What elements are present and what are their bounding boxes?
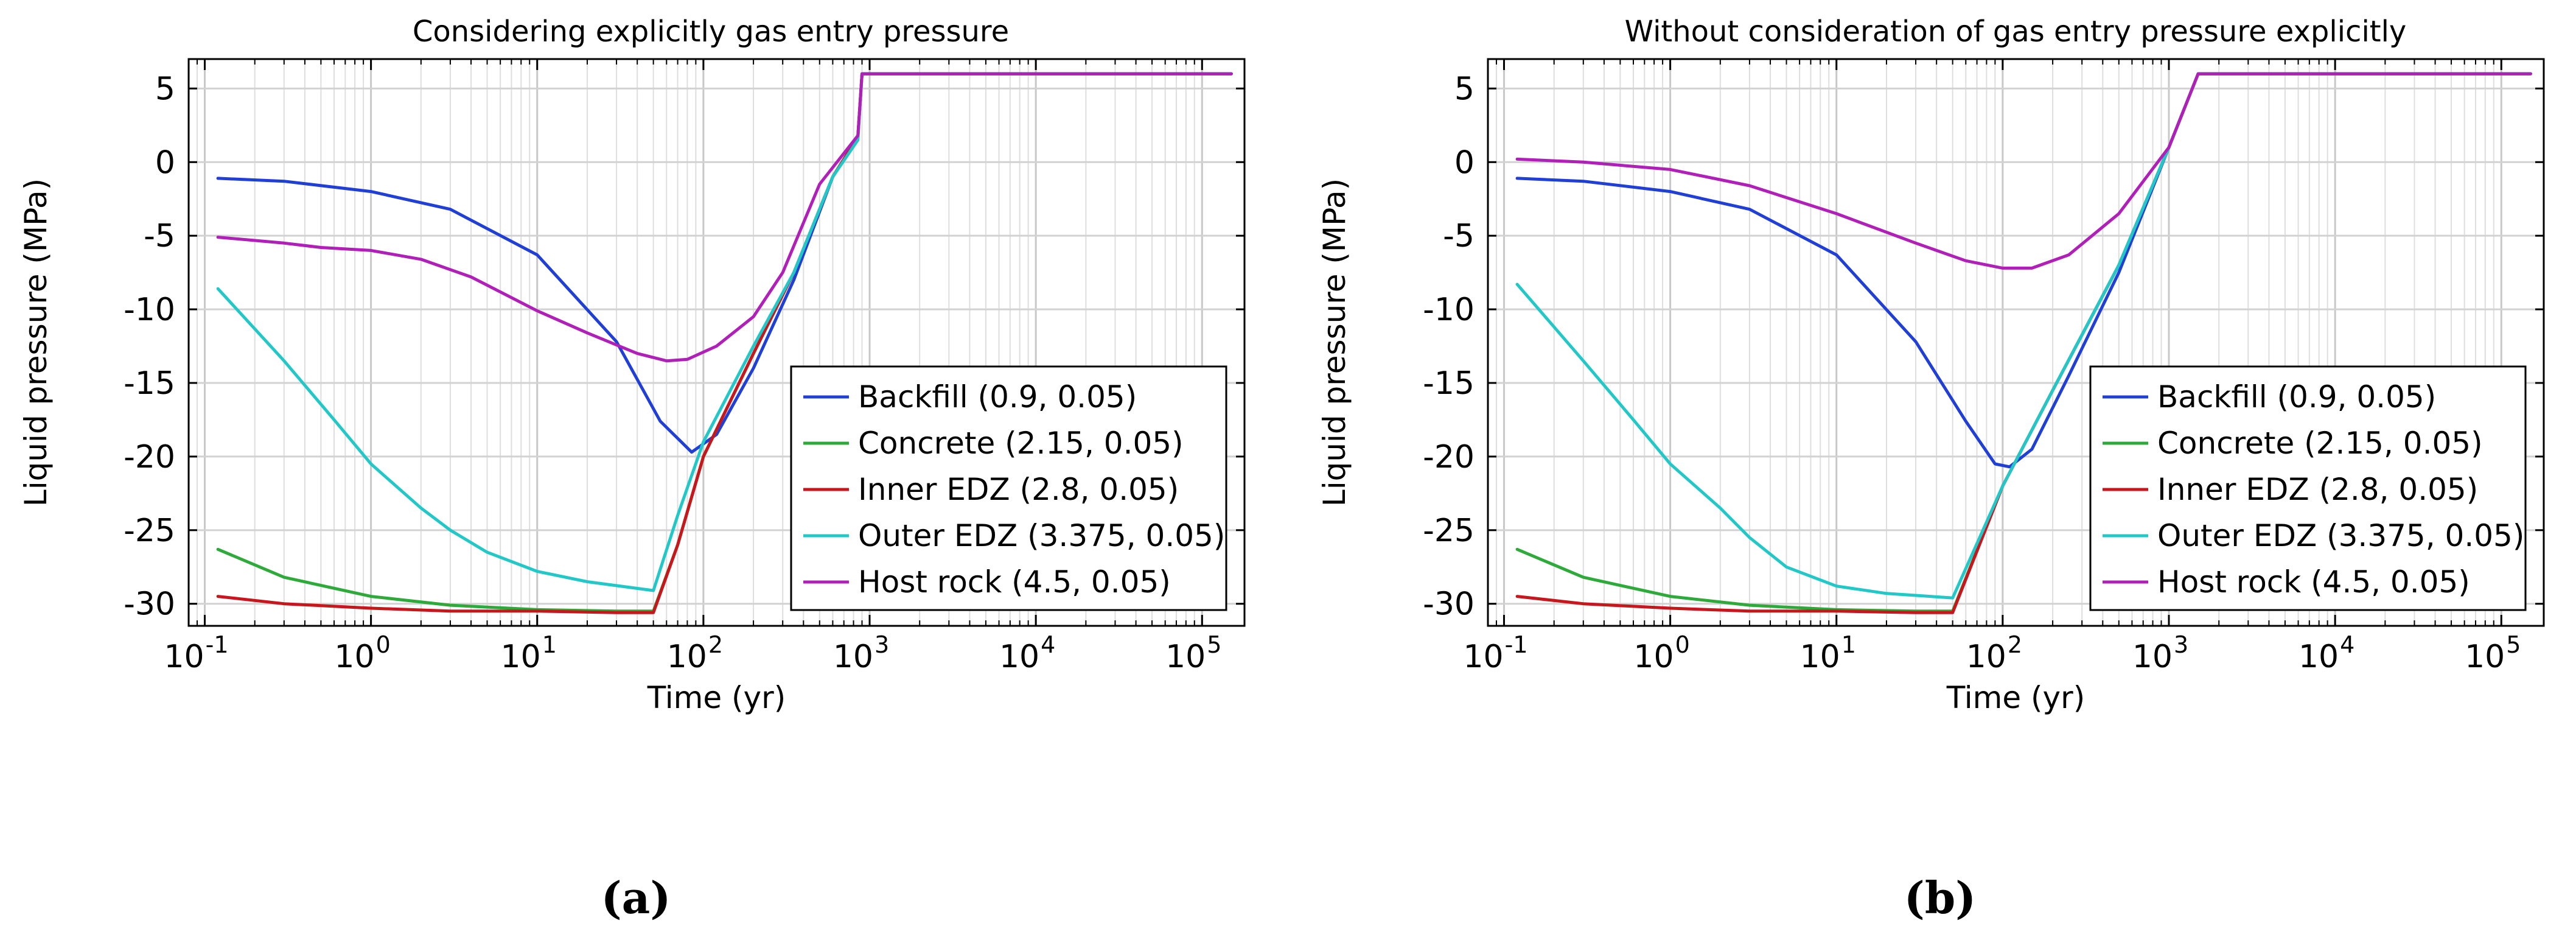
y-tick-label: 0 — [1454, 144, 1475, 181]
legend-entry: Outer EDZ (3.375, 0.05) — [858, 518, 1225, 553]
panel-label: (a) — [601, 872, 671, 924]
x-tick-label: 103 — [833, 631, 889, 675]
x-tick-label: 102 — [667, 631, 723, 675]
legend-entry: Concrete (2.15, 0.05) — [858, 426, 1184, 461]
x-tick-label: 102 — [1966, 631, 2022, 675]
legend-entry: Host rock (4.5, 0.05) — [858, 564, 1171, 600]
x-tick-label: 105 — [1165, 631, 1221, 675]
legend-entry: Inner EDZ (2.8, 0.05) — [2157, 472, 2478, 507]
x-tick-label: 100 — [334, 631, 390, 675]
chart-panel-b: 5 0 -5 -10 -15 -20 -25 -30 10-1 100 101 102 103 104 10… — [1317, 15, 2545, 924]
legend-box — [790, 365, 1227, 611]
legend-entry: Outer EDZ (3.375, 0.05) — [2157, 518, 2524, 553]
series-line-4 — [1515, 72, 2532, 600]
legend: Backfill (0.9, 0.05) Concrete (2.15, 0.05… — [2089, 365, 2527, 611]
x-tick-label: 101 — [501, 631, 557, 675]
y-tick-label: -15 — [124, 365, 175, 402]
legend: Backfill (0.9, 0.05) Concrete (2.15, 0.05… — [790, 365, 1227, 611]
y-tick-label: -25 — [1423, 513, 1475, 549]
y-tick-label: -15 — [1423, 365, 1475, 402]
y-tick-label: -30 — [124, 586, 175, 623]
x-axis-label: Time (yr) — [647, 680, 786, 715]
x-tick-label: 105 — [2465, 631, 2521, 675]
panel-label: (b) — [1904, 872, 1976, 924]
series-line-5 — [216, 72, 1233, 363]
x-tick-label: 10-1 — [1463, 631, 1527, 675]
x-axis-label: Time (yr) — [1946, 680, 2085, 715]
y-tick-label: -20 — [124, 439, 175, 475]
x-tick-label: 10-1 — [164, 631, 228, 675]
x-tick-label: 101 — [1800, 631, 1856, 675]
chart-panel-a: 5 0 -5 -10 -15 -20 -25 -30 10-1 100 101 102 103 104 10… — [18, 15, 1246, 924]
y-tick-label: -25 — [124, 513, 175, 549]
plot-frame — [187, 58, 1246, 627]
series-group — [1515, 72, 2532, 614]
y-tick-label: -30 — [1423, 586, 1475, 623]
y-tick-label: 5 — [1454, 71, 1475, 107]
series-line-5 — [1515, 72, 2532, 270]
legend-entry: Host rock (4.5, 0.05) — [2157, 564, 2470, 600]
chart-title: Considering explicitly gas entry pressur… — [413, 15, 1009, 49]
y-tick-label: -10 — [124, 292, 175, 328]
x-tick-label: 100 — [1633, 631, 1689, 675]
legend-entry: Inner EDZ (2.8, 0.05) — [858, 472, 1179, 507]
series-line-4 — [216, 72, 1233, 592]
y-axis-label: Liquid pressure (MPa) — [18, 178, 54, 507]
legend-box — [2089, 365, 2527, 611]
series-group — [216, 72, 1233, 614]
y-axis-label: Liquid pressure (MPa) — [1317, 178, 1352, 507]
y-tick-label: -20 — [1423, 439, 1475, 475]
legend-entry: Backfill (0.9, 0.05) — [858, 379, 1137, 415]
x-tick-label: 104 — [999, 631, 1055, 675]
y-tick-label: 5 — [155, 71, 175, 107]
plot-frame — [1487, 58, 2545, 627]
chart-title: Without consideration of gas entry press… — [1625, 15, 2407, 49]
legend-entry: Backfill (0.9, 0.05) — [2157, 379, 2436, 415]
x-tick-label: 104 — [2299, 631, 2354, 675]
y-tick-label: -10 — [1423, 292, 1475, 328]
x-tick-label: 103 — [2132, 631, 2188, 675]
y-tick-label: -5 — [144, 218, 175, 254]
y-tick-label: 0 — [155, 144, 175, 181]
y-tick-label: -5 — [1443, 218, 1475, 254]
legend-entry: Concrete (2.15, 0.05) — [2157, 426, 2483, 461]
